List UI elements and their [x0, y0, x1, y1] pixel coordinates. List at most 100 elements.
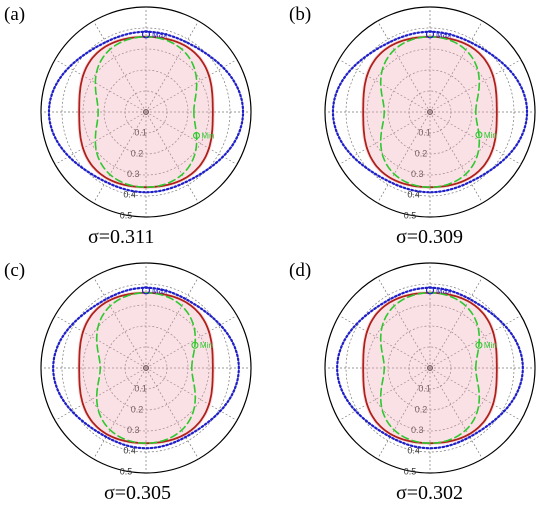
angular-grid-line	[145, 276, 199, 369]
max-label: Max	[436, 30, 451, 39]
polar-chart-b: 0.1 0.2 0.3 0.4 0.5 Max Min	[324, 6, 536, 220]
radial-tick-label: 0.4	[407, 446, 420, 456]
radial-tick-label: 0.4	[123, 190, 136, 200]
angular-grid-line	[377, 20, 431, 113]
panel-label-a: (a)	[4, 4, 26, 25]
grid-circle	[82, 48, 210, 176]
polar-panel-c: 0.1 0.2 0.3 0.4 0.5 Max Min (c) σ=0.305	[0, 256, 275, 511]
angular-grid-line	[145, 367, 238, 421]
angular-grid-line	[429, 111, 522, 165]
series-curve-dashed	[379, 35, 481, 189]
min-label: Min	[484, 131, 497, 140]
sigma-caption-d: σ=0.302	[396, 482, 464, 504]
series-curve-dashed	[95, 291, 197, 445]
min-marker	[475, 341, 483, 349]
angular-grid-line	[145, 315, 238, 369]
max-label: Max	[436, 286, 451, 295]
radial-tick-label: 0.3	[411, 425, 424, 435]
panel-label-c: (c)	[4, 260, 26, 281]
solid-series-halo	[77, 290, 215, 446]
radial-tick-label: 0.5	[120, 210, 133, 220]
radial-tick-label: 0.2	[415, 404, 428, 414]
series-curve-dashed	[379, 291, 481, 445]
panel-label-b: (b)	[289, 4, 312, 25]
angular-grid-line	[429, 315, 522, 369]
series-curve-dotted	[331, 30, 529, 194]
series-curve-solid	[362, 35, 498, 189]
solid-series-halo	[361, 290, 499, 446]
panel-label-d: (d)	[289, 260, 312, 281]
radial-tick-label: 0.2	[131, 148, 144, 158]
radial-tick-label: 0.1	[134, 128, 147, 138]
radial-tick-label: 0.5	[120, 466, 133, 476]
angular-grid-line	[429, 111, 483, 204]
angular-grid-line	[429, 59, 522, 113]
radial-tick-label: 0.4	[123, 446, 136, 456]
radial-tick-label: 0.2	[415, 148, 428, 158]
center-marker	[427, 365, 433, 371]
angular-grid-line	[429, 20, 483, 113]
angular-grid-line	[93, 276, 147, 369]
series-curve-solid	[362, 291, 498, 445]
series-curve-dotted	[47, 30, 245, 194]
radial-tick-label: 0.1	[418, 128, 431, 138]
solid-series-halo	[77, 34, 215, 190]
polar-panel-b: 0.1 0.2 0.3 0.4 0.5 Max Min (b) σ=0.309	[275, 0, 550, 255]
angular-grid-line	[54, 111, 147, 165]
radial-tick-label: 0.3	[127, 425, 140, 435]
angular-grid-line	[54, 367, 147, 421]
min-marker	[191, 341, 199, 349]
grid-circle	[366, 48, 494, 176]
min-label: Min	[484, 341, 497, 350]
angular-grid-line	[429, 367, 522, 421]
angular-grid-line	[54, 315, 147, 369]
angular-grid-line	[93, 111, 147, 204]
solid-series-halo	[361, 34, 499, 190]
sigma-caption-c: σ=0.305	[104, 482, 172, 504]
sigma-caption-b: σ=0.309	[396, 226, 464, 248]
angular-grid-line	[377, 111, 431, 204]
min-label: Min	[201, 132, 214, 141]
center-marker	[143, 109, 149, 115]
radial-tick-label: 0.1	[418, 384, 431, 394]
angular-grid-line	[145, 20, 199, 113]
max-marker	[425, 30, 435, 39]
angular-grid-line	[145, 111, 199, 204]
angular-grid-line	[377, 276, 431, 369]
radial-tick-label: 0.3	[127, 169, 140, 179]
polar-chart-a: 0.1 0.2 0.3 0.4 0.5 Max Min	[40, 6, 252, 220]
series-curve-dotted	[52, 286, 240, 450]
series-curve-solid	[78, 291, 214, 445]
angular-grid-line	[338, 59, 431, 113]
max-label: Max	[152, 286, 167, 295]
series-curve-dashed	[94, 35, 198, 189]
center-marker	[143, 365, 149, 371]
angular-grid-line	[429, 276, 483, 369]
max-marker	[425, 286, 435, 295]
radial-tick-label: 0.2	[131, 404, 144, 414]
angular-grid-line	[145, 59, 238, 113]
radial-tick-label: 0.3	[411, 169, 424, 179]
angular-grid-line	[338, 315, 431, 369]
angular-grid-line	[54, 59, 147, 113]
min-marker	[475, 131, 483, 139]
angular-grid-line	[93, 367, 147, 460]
radial-tick-label: 0.5	[404, 210, 417, 220]
max-marker	[141, 286, 151, 295]
angular-grid-line	[338, 111, 431, 165]
radial-tick-label: 0.1	[134, 384, 147, 394]
max-marker	[141, 30, 151, 39]
angular-grid-line	[338, 367, 431, 421]
angular-grid-line	[429, 367, 483, 460]
sigma-caption-a: σ=0.311	[88, 226, 155, 248]
polar-panel-d: 0.1 0.2 0.3 0.4 0.5 Max Min (d) σ=0.302	[275, 256, 550, 511]
grid-circle	[366, 304, 494, 432]
min-label: Min	[200, 341, 213, 350]
polar-chart-d: 0.1 0.2 0.3 0.4 0.5 Max Min	[324, 262, 536, 476]
polar-chart-c: 0.1 0.2 0.3 0.4 0.5 Max Min	[40, 262, 252, 476]
series-curve-dotted	[336, 286, 524, 450]
angular-grid-line	[377, 367, 431, 460]
angular-grid-line	[145, 367, 199, 460]
radial-tick-label: 0.5	[404, 466, 417, 476]
max-label: Max	[152, 30, 167, 39]
